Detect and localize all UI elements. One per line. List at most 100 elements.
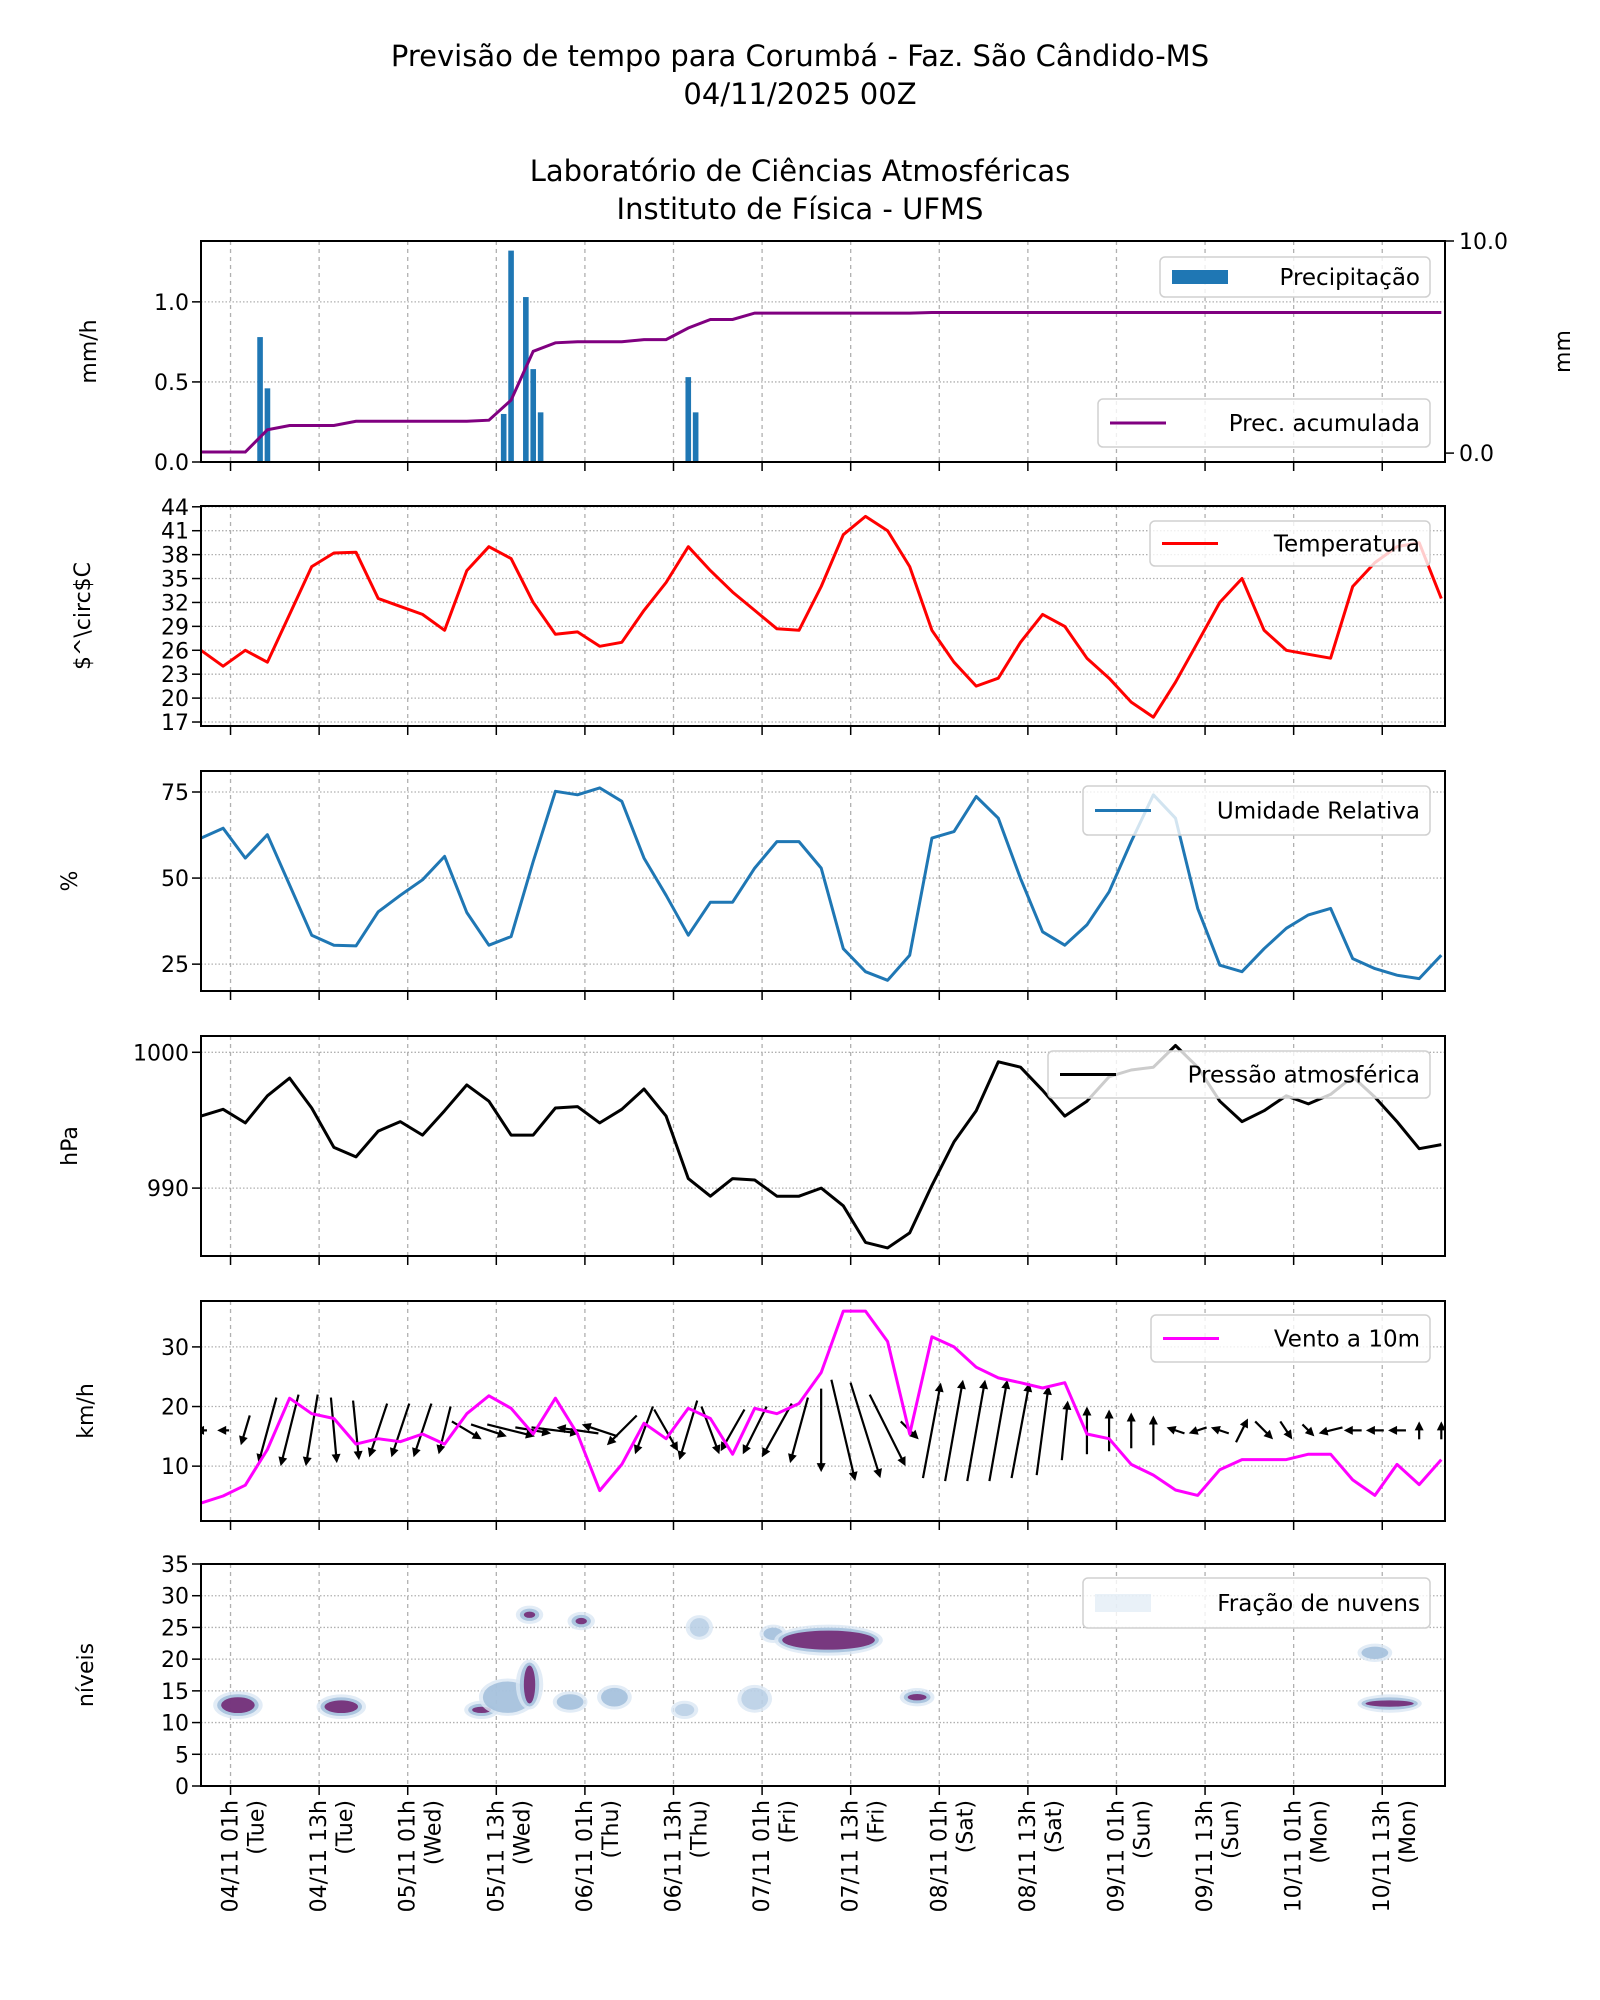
panel-4: 990 1000 hPa Pressão atmosférica: [58, 1035, 1446, 1265]
wind-arrow: [1254, 1420, 1274, 1440]
series-line: [201, 1309, 1443, 1505]
y-tick-label: 35: [161, 568, 189, 593]
axes-frame: [200, 240, 1446, 463]
y-tick-label: 30: [161, 1585, 189, 1610]
wind-arrow: [1148, 1415, 1158, 1446]
wind-arrow: [451, 1420, 482, 1440]
legend-label: Umidade Relativa: [1217, 799, 1420, 825]
wind-arrow-head: [1210, 1425, 1221, 1435]
x-tick-label-date: 10/11 13h: [1370, 1800, 1395, 1912]
x-tick-label-day: (Wed): [422, 1800, 447, 1865]
legend-box: [1149, 520, 1431, 567]
wind-arrow-head: [556, 1424, 567, 1434]
x-tick-label-day: (Mon): [1308, 1800, 1333, 1864]
wind-arrow-head: [1436, 1421, 1445, 1431]
y-tick-label: 0.5: [154, 371, 189, 396]
wind-arrow-shaft: [988, 1385, 1008, 1482]
wind-arrow: [1126, 1412, 1136, 1449]
x-tick-label-date: 06/11 13h: [661, 1800, 686, 1912]
wind-arrow-head: [1042, 1385, 1052, 1396]
axes-frame: [200, 1300, 1446, 1522]
y-tick-label: 20: [161, 687, 189, 712]
legend-box: [1047, 1050, 1431, 1099]
y-tick-label: 50: [161, 867, 189, 892]
wind-arrow-head: [525, 1429, 535, 1439]
y-tick-label: 44: [161, 496, 189, 521]
legend-box: [1150, 1314, 1431, 1363]
x-tick-label-day: (Sat): [1042, 1800, 1067, 1853]
wind-arrow-head: [848, 1471, 858, 1482]
precip-bar: [685, 377, 692, 462]
wind-arrow-head: [1283, 1429, 1293, 1440]
cloud-fraction-mid: [1361, 1646, 1389, 1659]
cloud-fraction-core: [575, 1617, 587, 1625]
wind-arrow-shaft: [470, 1423, 502, 1436]
wind-arrow-head: [1062, 1400, 1072, 1410]
x-tick-label-date: 07/11 01h: [750, 1800, 775, 1912]
wind-arrow: [966, 1379, 989, 1482]
accum-precip-line: [201, 311, 1442, 454]
x-tick-label-date: 10/11 01h: [1282, 1800, 1307, 1912]
plot-area: [201, 786, 1443, 982]
wind-arrow-shaft: [830, 1379, 855, 1476]
y-axis-label: hPa: [58, 1126, 83, 1166]
wind-arrow-shaft: [722, 1408, 746, 1447]
legend: Vento a 10m: [1150, 1314, 1431, 1363]
wind-arrow-shaft: [329, 1397, 338, 1457]
wind-arrow-shaft: [451, 1420, 477, 1438]
precip-bar: [257, 337, 263, 462]
wind-arrow-head: [389, 1447, 399, 1458]
legend-label: Fração de nuvens: [1217, 1591, 1420, 1617]
wind-arrow: [1035, 1385, 1052, 1476]
wind-arrow-shaft: [610, 1414, 638, 1442]
wind-arrow-head: [1104, 1409, 1114, 1419]
wind-arrow-head: [1414, 1421, 1424, 1431]
legend-swatch: [1095, 1594, 1151, 1612]
wind-arrow: [556, 1424, 599, 1435]
x-tick-label-date: 06/11 01h: [573, 1800, 598, 1912]
wind-arrow-head: [436, 1444, 446, 1455]
wind-arrow-shaft: [764, 1403, 793, 1453]
wind-arrow-head: [606, 1435, 617, 1446]
y-tick-label: 5: [175, 1743, 189, 1768]
wind-arrow-shaft: [680, 1400, 699, 1455]
x-tick-label-day: (Sun): [1130, 1800, 1155, 1859]
y-axis-label: %: [58, 871, 83, 892]
cloud-fraction-mid: [674, 1703, 695, 1717]
wind-arrow: [329, 1397, 341, 1464]
wind-arrow-head: [677, 1450, 687, 1461]
plot-area: [201, 514, 1443, 719]
wind-arrow-shaft: [636, 1406, 654, 1449]
wind-arrow: [653, 1408, 679, 1452]
wind-arrow: [988, 1379, 1011, 1482]
y-axis-label: níveis: [74, 1643, 99, 1707]
y-tick-label: 20: [161, 1396, 189, 1421]
y-tick-label: 30: [161, 1336, 189, 1361]
legend-label: Prec. acumulada: [1229, 411, 1420, 437]
series-line: [201, 786, 1443, 982]
wind-arrow-head: [471, 1430, 482, 1440]
y-tick-label: 0: [175, 1775, 189, 1800]
wind-arrow-head: [934, 1382, 944, 1393]
cloud-fraction-core: [324, 1700, 359, 1714]
x-tick-label-day: (Fri): [865, 1800, 890, 1843]
wind-arrow-head: [1365, 1425, 1375, 1435]
wind-arrow: [1436, 1421, 1445, 1440]
series-line: [201, 1044, 1442, 1250]
wind-arrow: [239, 1415, 251, 1446]
wind-arrow-head: [217, 1425, 227, 1435]
wind-arrow: [1060, 1400, 1072, 1461]
cloud-fraction-mid: [601, 1687, 628, 1707]
wind-arrow-shaft: [944, 1385, 963, 1482]
wind-arrow: [412, 1403, 433, 1458]
x-tick-label-date: 08/11 01h: [927, 1800, 952, 1912]
wind-arrow: [830, 1379, 858, 1482]
x-tick-label-day: (Sun): [1219, 1800, 1244, 1859]
wind-arrow-shaft: [587, 1425, 618, 1438]
precip-bar: [692, 412, 699, 462]
legend: Fração de nuvens: [1082, 1577, 1431, 1629]
wind-arrow: [1343, 1425, 1362, 1435]
wind-arrow-shaft: [790, 1397, 810, 1458]
